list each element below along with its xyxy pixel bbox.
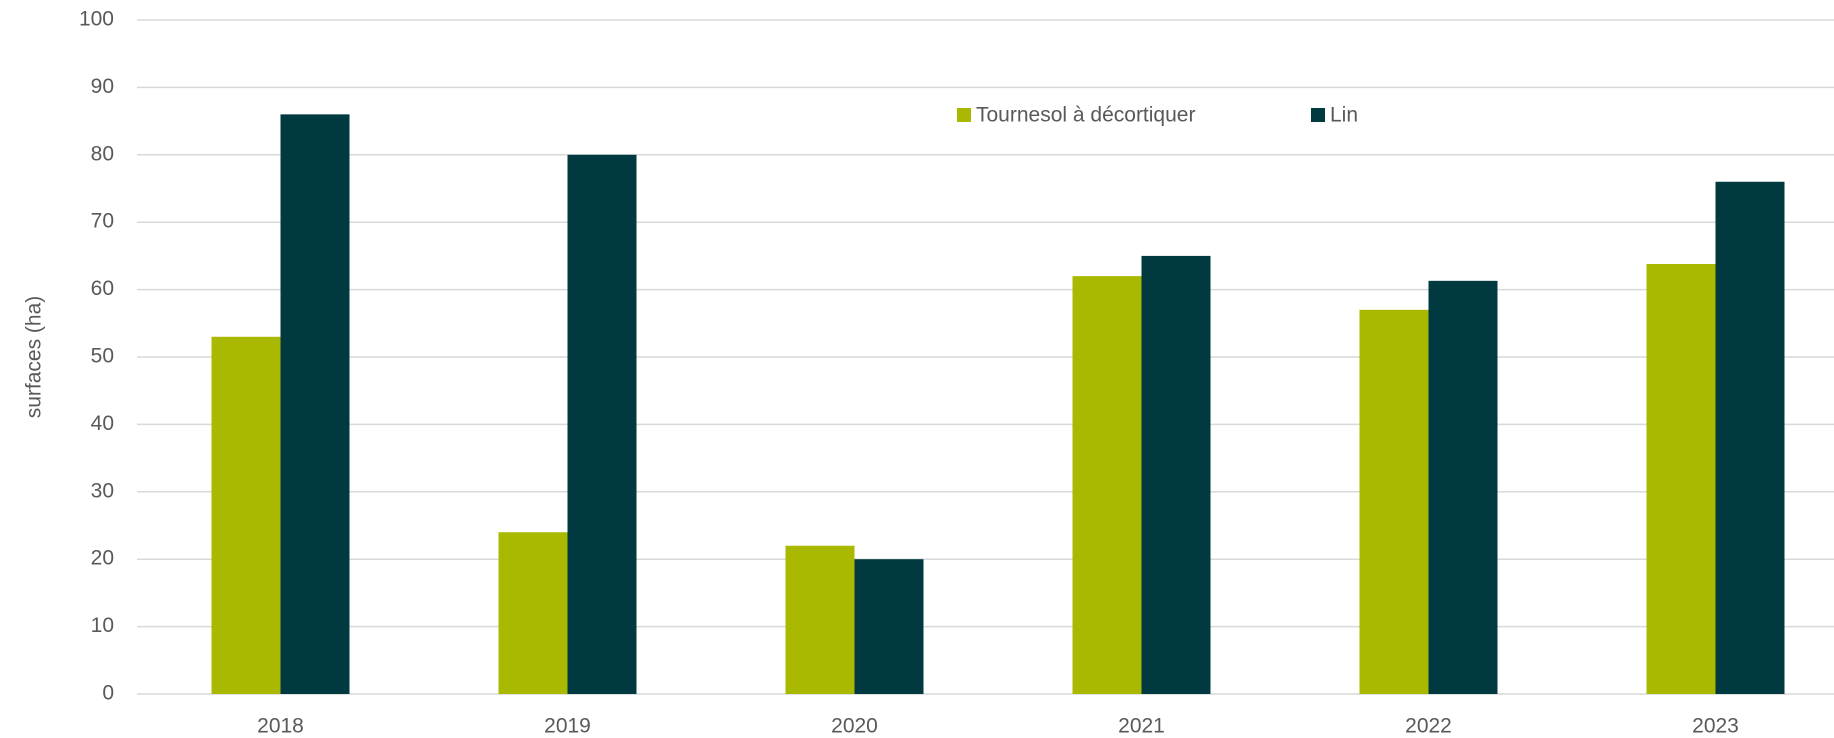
bar (211, 336, 281, 694)
y-tick-label: 70 (91, 210, 114, 233)
bar (1072, 276, 1142, 694)
x-tick-label: 2023 (1692, 715, 1739, 738)
y-tick-label: 100 (79, 8, 114, 31)
y-tick-label: 90 (91, 75, 114, 98)
y-tick-label: 30 (91, 479, 114, 502)
legend-label: Lin (1330, 104, 1358, 127)
bar (785, 545, 855, 694)
x-tick-label: 2018 (257, 715, 304, 738)
legend-swatch (957, 108, 971, 122)
x-tick-label: 2021 (1118, 715, 1165, 738)
x-tick-label: 2022 (1405, 715, 1452, 738)
legend-swatch (1311, 108, 1325, 122)
y-tick-label: 50 (91, 345, 114, 368)
y-tick-label: 40 (91, 412, 114, 435)
legend-label: Tournesol à décortiquer (976, 104, 1195, 127)
y-axis-label: surfaces (ha) (23, 296, 46, 419)
bar (1715, 181, 1785, 694)
y-tick-label: 20 (91, 547, 114, 570)
bar (1359, 309, 1429, 694)
bar (498, 532, 568, 694)
bar (854, 559, 924, 694)
bar (280, 114, 350, 695)
y-tick-label: 80 (91, 142, 114, 165)
bar (567, 154, 637, 695)
y-tick-label: 10 (91, 614, 114, 637)
x-tick-label: 2020 (831, 715, 878, 738)
y-tick-label: 0 (102, 682, 114, 705)
x-tick-label: 2019 (544, 715, 591, 738)
bar (1646, 263, 1716, 694)
bar (1141, 255, 1211, 694)
bar (1428, 280, 1498, 694)
y-tick-label: 60 (91, 277, 114, 300)
